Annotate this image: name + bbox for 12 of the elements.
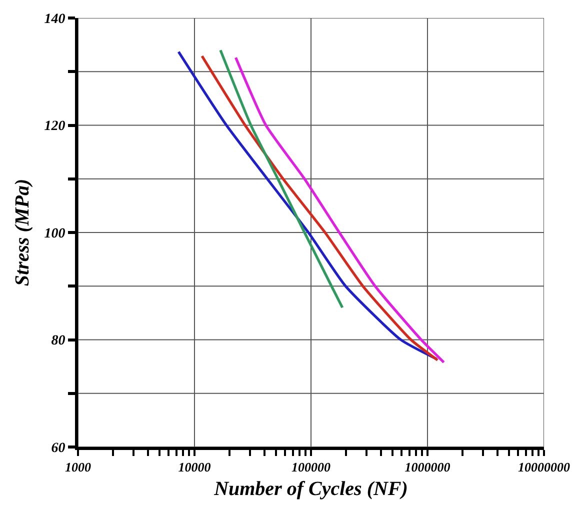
y-tick-label: 140 <box>44 12 66 27</box>
x-tick-label: 1000000 <box>404 460 451 475</box>
x-tick-label: 10000000 <box>518 460 570 475</box>
y-tick-label: 120 <box>44 119 66 134</box>
y-tick-label: 80 <box>51 334 66 349</box>
y-axis-title: Stress (MPa) <box>12 178 34 286</box>
y-tick-label: 100 <box>44 226 66 242</box>
x-axis-title: Number of Cycles (NF) <box>213 478 408 500</box>
y-tick-label: 60 <box>51 440 66 456</box>
x-tick-label: 100000 <box>292 460 331 475</box>
x-tick-label: 10000 <box>178 460 212 475</box>
x-tick-label: 1000 <box>65 460 92 475</box>
